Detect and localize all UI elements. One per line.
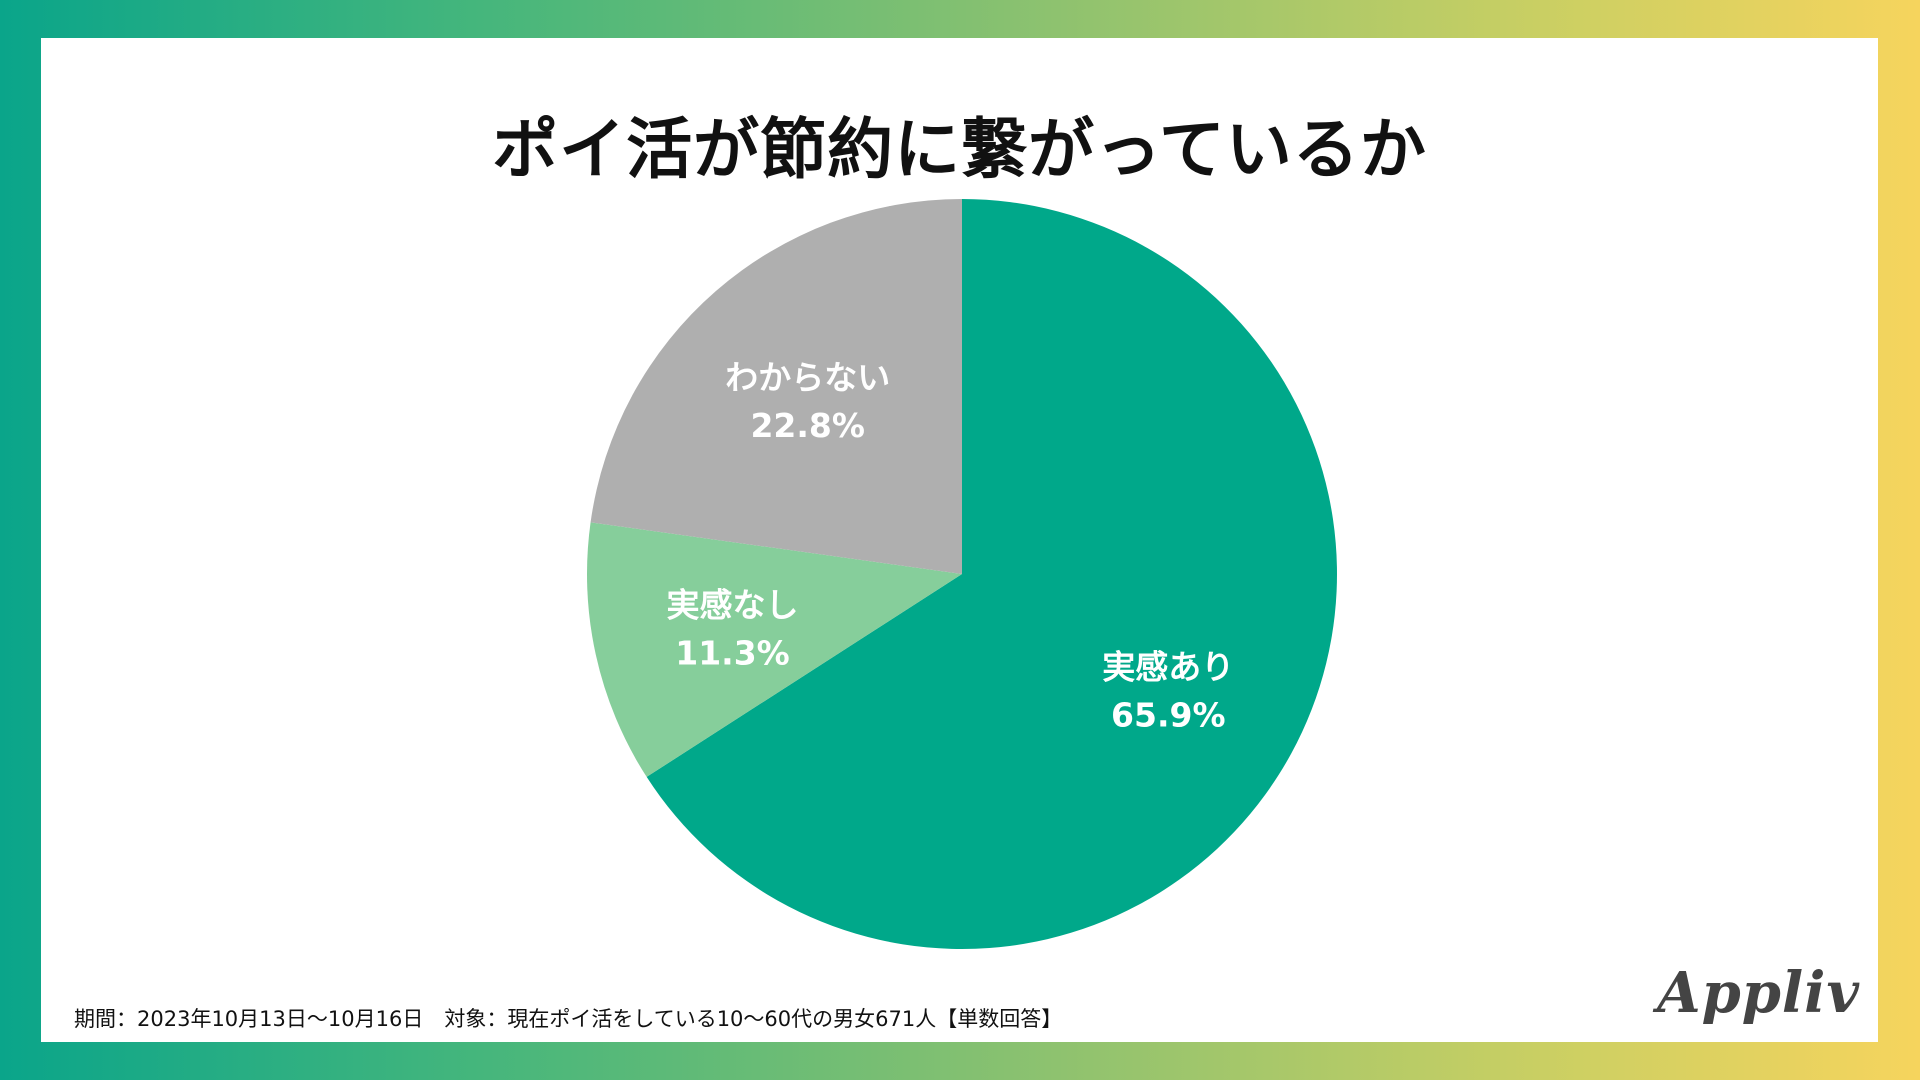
chart-title: ポイ活が節約に繋がっているか xyxy=(492,111,1427,188)
slice-label-1: 実感あり xyxy=(1102,648,1234,687)
appliv-logo: Appliv xyxy=(1657,960,1860,1026)
slice-value-label-2: 11.3% xyxy=(675,634,790,673)
slice-value-label-3: 22.8% xyxy=(750,406,865,445)
pie-chart: 実感あり 65.9% 実感なし 11.3% わからない 22.8% xyxy=(587,199,1337,949)
pie-slice-2 xyxy=(587,522,962,777)
pie-slice-3 xyxy=(590,199,962,574)
slice-value-label-1: 65.9% xyxy=(1111,696,1226,735)
slice-label-3: わからない xyxy=(725,358,890,397)
chart-panel: ポイ活が節約に繋がっているか 実感あり 65.9% 実感なし 11.3% わからない 22… xyxy=(41,38,1878,1042)
survey-footnote: 期間：2023年10月13日〜10月16日 対象：現在ポイ活をしている10〜60… xyxy=(74,1007,1063,1031)
slice-label-2: 実感なし xyxy=(666,586,798,625)
pie-slice-1 xyxy=(646,199,1337,949)
